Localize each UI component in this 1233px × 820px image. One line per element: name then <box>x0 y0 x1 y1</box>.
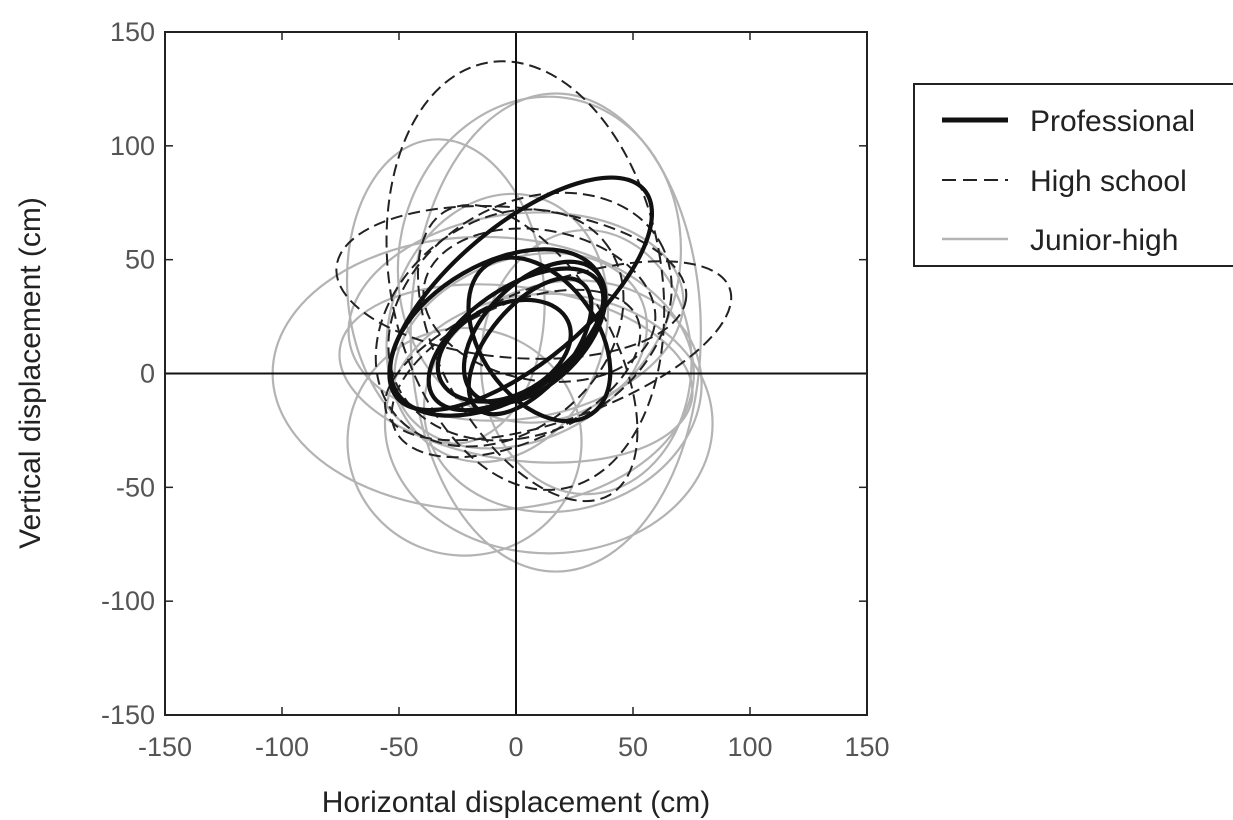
plot-frame <box>164 31 868 716</box>
trajectory-loop-junior-high <box>383 292 714 555</box>
legend-label-junior-high: Junior-high <box>1030 224 1178 257</box>
y-axis-title: Vertical displacement (cm) <box>14 197 47 549</box>
x-tick-label: 100 <box>727 732 772 762</box>
trajectory-loop-professional <box>435 297 573 404</box>
reference-lines <box>165 32 867 715</box>
trajectory-loop-junior-high <box>479 228 693 496</box>
trajectory-loop-professional <box>387 175 655 413</box>
legend-box <box>913 83 1233 267</box>
y-tick-label: 150 <box>110 17 155 47</box>
x-tick-label: 0 <box>508 732 523 762</box>
x-axis-title: Horizontal displacement (cm) <box>322 786 710 819</box>
trajectory-loop-high-school <box>374 208 625 448</box>
y-tick-label: -50 <box>116 472 155 502</box>
trajectory-loop-professional <box>461 259 608 406</box>
x-tick-label: -150 <box>138 732 192 762</box>
trajectory-loops <box>271 60 733 573</box>
trajectory-loop-junior-high <box>409 92 702 573</box>
legend-label-high-school: High school <box>1030 165 1187 198</box>
legend-label-professional: Professional <box>1030 105 1195 138</box>
y-tick-label: 100 <box>110 131 155 161</box>
x-tick-label: -50 <box>379 732 418 762</box>
x-tick-label: 150 <box>844 732 889 762</box>
trajectory-loop-junior-high <box>346 326 583 557</box>
trajectory-loop-high-school <box>335 205 688 360</box>
tick-labels: -150 -100 -50 0 50 100 150 -150 -100 -50 0 50 100 150 <box>101 17 890 762</box>
y-tick-label: -100 <box>101 586 155 616</box>
y-tick-label: 0 <box>140 359 155 389</box>
y-tick-label: 50 <box>125 245 155 275</box>
y-tick-label: -150 <box>101 700 155 730</box>
trajectory-loop-high-school <box>422 227 657 383</box>
x-tick-label: -100 <box>255 732 309 762</box>
legend: Professional High school Junior-high <box>913 83 1233 267</box>
x-tick-label: 50 <box>618 732 648 762</box>
trajectory-loop-junior-high <box>347 211 685 422</box>
